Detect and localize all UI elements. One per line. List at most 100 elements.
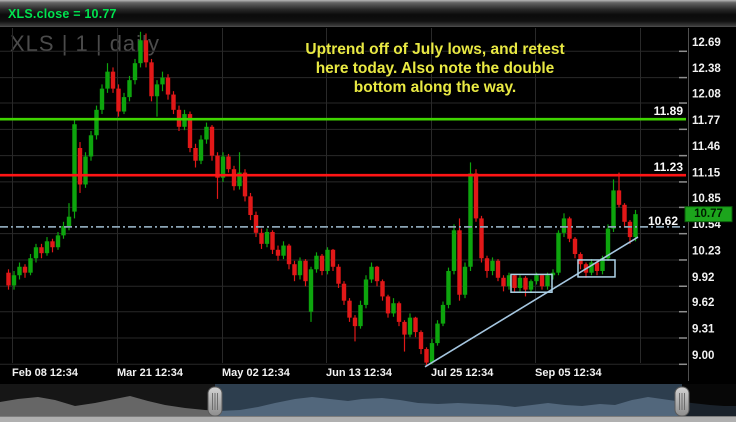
uptrend-line[interactable] [424, 236, 639, 368]
candle-body [55, 235, 61, 248]
candle-body [462, 266, 468, 295]
candle-body [209, 126, 215, 156]
navigator[interactable] [0, 384, 736, 422]
candle-body [319, 255, 325, 271]
candle-body [270, 231, 275, 250]
candle-body [402, 321, 407, 335]
candle-body [44, 241, 50, 254]
navigator-segment [215, 384, 682, 417]
navigator-area [0, 396, 215, 417]
candle-body [116, 88, 121, 112]
price-tick-label: 12.38 [692, 63, 721, 75]
candle-body [627, 221, 633, 238]
candle-body [539, 275, 545, 287]
candle-body [512, 275, 517, 288]
candle-body [215, 155, 220, 178]
candle-body [242, 172, 248, 197]
navigator-segment [0, 384, 215, 417]
navigator-handle[interactable] [674, 386, 690, 417]
candle-body [204, 126, 209, 140]
double-bottom-box[interactable] [577, 259, 616, 278]
candle-body [490, 260, 495, 271]
candle-body [220, 156, 226, 178]
candle-body [358, 304, 363, 327]
candle-body [259, 232, 264, 244]
candle-body [336, 266, 341, 284]
candle-body [545, 275, 550, 287]
double-bottom-box[interactable] [510, 273, 553, 293]
time-tick-label: Jul 25 12:34 [431, 367, 494, 379]
level-label: 10.62 [648, 214, 678, 228]
candle-body [297, 260, 303, 276]
candle-body [363, 279, 369, 305]
candle-body [110, 71, 116, 89]
candle-body [22, 266, 28, 273]
candle-body [253, 215, 259, 233]
candle-body [231, 169, 237, 187]
candle-body [286, 245, 292, 265]
candle-body [149, 62, 154, 97]
candle-body [468, 173, 473, 267]
chart-header: XLS.close = 10.77 [0, 0, 736, 28]
candle-body [88, 135, 94, 157]
candle-body [528, 281, 534, 290]
candle-body [589, 262, 594, 273]
candle-body [473, 173, 479, 219]
candle-body [495, 260, 501, 278]
symbol-watermark: XLS | 1 | daily [10, 31, 160, 56]
candle-body [396, 303, 402, 322]
candlesticks [6, 31, 638, 366]
candle-body [237, 172, 242, 187]
price-tick-label: 10.85 [692, 193, 721, 205]
candle-body [66, 216, 72, 227]
candle-body [369, 266, 374, 280]
candle-body [407, 317, 413, 335]
price-tick-label: 9.00 [692, 350, 714, 362]
candle-body [83, 156, 88, 185]
chart-readout: XLS.close = 10.77 [8, 6, 117, 21]
candle-body [50, 241, 55, 248]
time-tick-label: Sep 05 12:34 [535, 367, 603, 379]
level-label: 11.23 [654, 160, 684, 174]
candle-body [264, 231, 270, 244]
candle-body [352, 317, 358, 327]
candle-body [457, 230, 462, 295]
scrollbar-track[interactable] [0, 416, 736, 422]
candle-body [517, 277, 523, 288]
candle-body [622, 204, 627, 222]
candle-body [77, 147, 83, 185]
candle-body [572, 238, 578, 255]
navigator-segment [682, 384, 736, 417]
candle-body [99, 88, 105, 110]
candle-body [633, 214, 638, 238]
candle-body [132, 63, 138, 81]
candle-body [248, 196, 253, 216]
candle-body [550, 272, 556, 276]
price-tick-label: 10.54 [692, 219, 721, 231]
candle-body [226, 156, 231, 170]
candle-body [11, 275, 17, 286]
candle-body [314, 255, 319, 270]
candle-body [165, 77, 171, 95]
candle-body [534, 275, 539, 282]
candle-body [413, 317, 418, 333]
candle-body [193, 147, 198, 161]
candle-body [6, 272, 11, 286]
candle-body [600, 258, 605, 271]
annotation-line: here today. Also note the double [315, 60, 555, 77]
candle-body [424, 349, 429, 363]
candle-body [160, 77, 165, 85]
candle-body [429, 343, 435, 363]
candle-body [556, 232, 561, 273]
time-tick-label: Mar 21 12:34 [117, 367, 184, 379]
candle-body [198, 139, 204, 161]
candle-body [138, 40, 143, 64]
candle-body [440, 304, 446, 324]
candle-body [325, 249, 330, 271]
candle-body [605, 228, 611, 259]
candle-body [479, 218, 484, 259]
navigator-handle[interactable] [207, 386, 223, 417]
candle-body [127, 80, 132, 98]
